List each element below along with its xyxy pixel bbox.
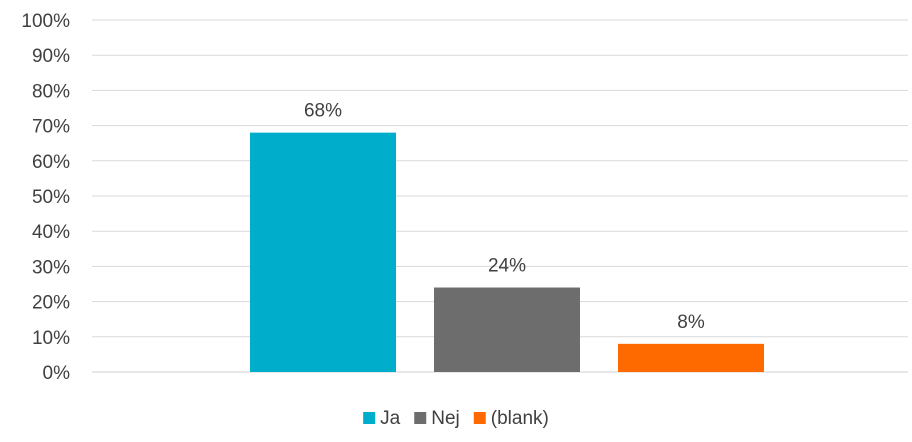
legend-swatch	[414, 412, 427, 424]
y-axis: 0% 10% 20% 30% 40% 50% 60% 70% 80% 90% 100%	[21, 11, 70, 384]
y-tick-label: 100%	[21, 11, 70, 32]
grid-lines	[92, 19, 908, 373]
legend-item-nej: Nej	[414, 408, 460, 429]
legend-item-ja: Ja	[363, 408, 401, 429]
y-tick-label: 60%	[32, 152, 70, 173]
y-tick-label: 30%	[32, 257, 70, 278]
y-tick-label: 10%	[32, 328, 70, 349]
y-tick-label: 80%	[32, 81, 70, 102]
bar-blank	[618, 343, 764, 372]
legend-label: (blank)	[491, 408, 549, 429]
data-labels: 68% 24% 8%	[304, 101, 705, 333]
bar-ja	[250, 132, 396, 372]
legend-label: Ja	[380, 408, 401, 429]
legend-item-blank: (blank)	[473, 408, 549, 429]
y-tick-label: 20%	[32, 293, 70, 314]
data-label: 68%	[304, 101, 342, 122]
y-tick-label: 90%	[32, 46, 70, 67]
legend-swatch	[363, 412, 376, 424]
y-tick-label: 50%	[32, 187, 70, 208]
legend-label: Nej	[431, 408, 460, 429]
data-label: 8%	[677, 312, 705, 333]
legend: Ja Nej (blank)	[363, 408, 549, 429]
y-tick-label: 0%	[43, 363, 71, 384]
y-tick-label: 40%	[32, 222, 70, 243]
bar-nej	[434, 287, 580, 372]
y-tick-label: 70%	[32, 117, 70, 138]
bars	[250, 132, 764, 372]
data-label: 24%	[488, 256, 526, 277]
legend-swatch	[473, 412, 486, 424]
